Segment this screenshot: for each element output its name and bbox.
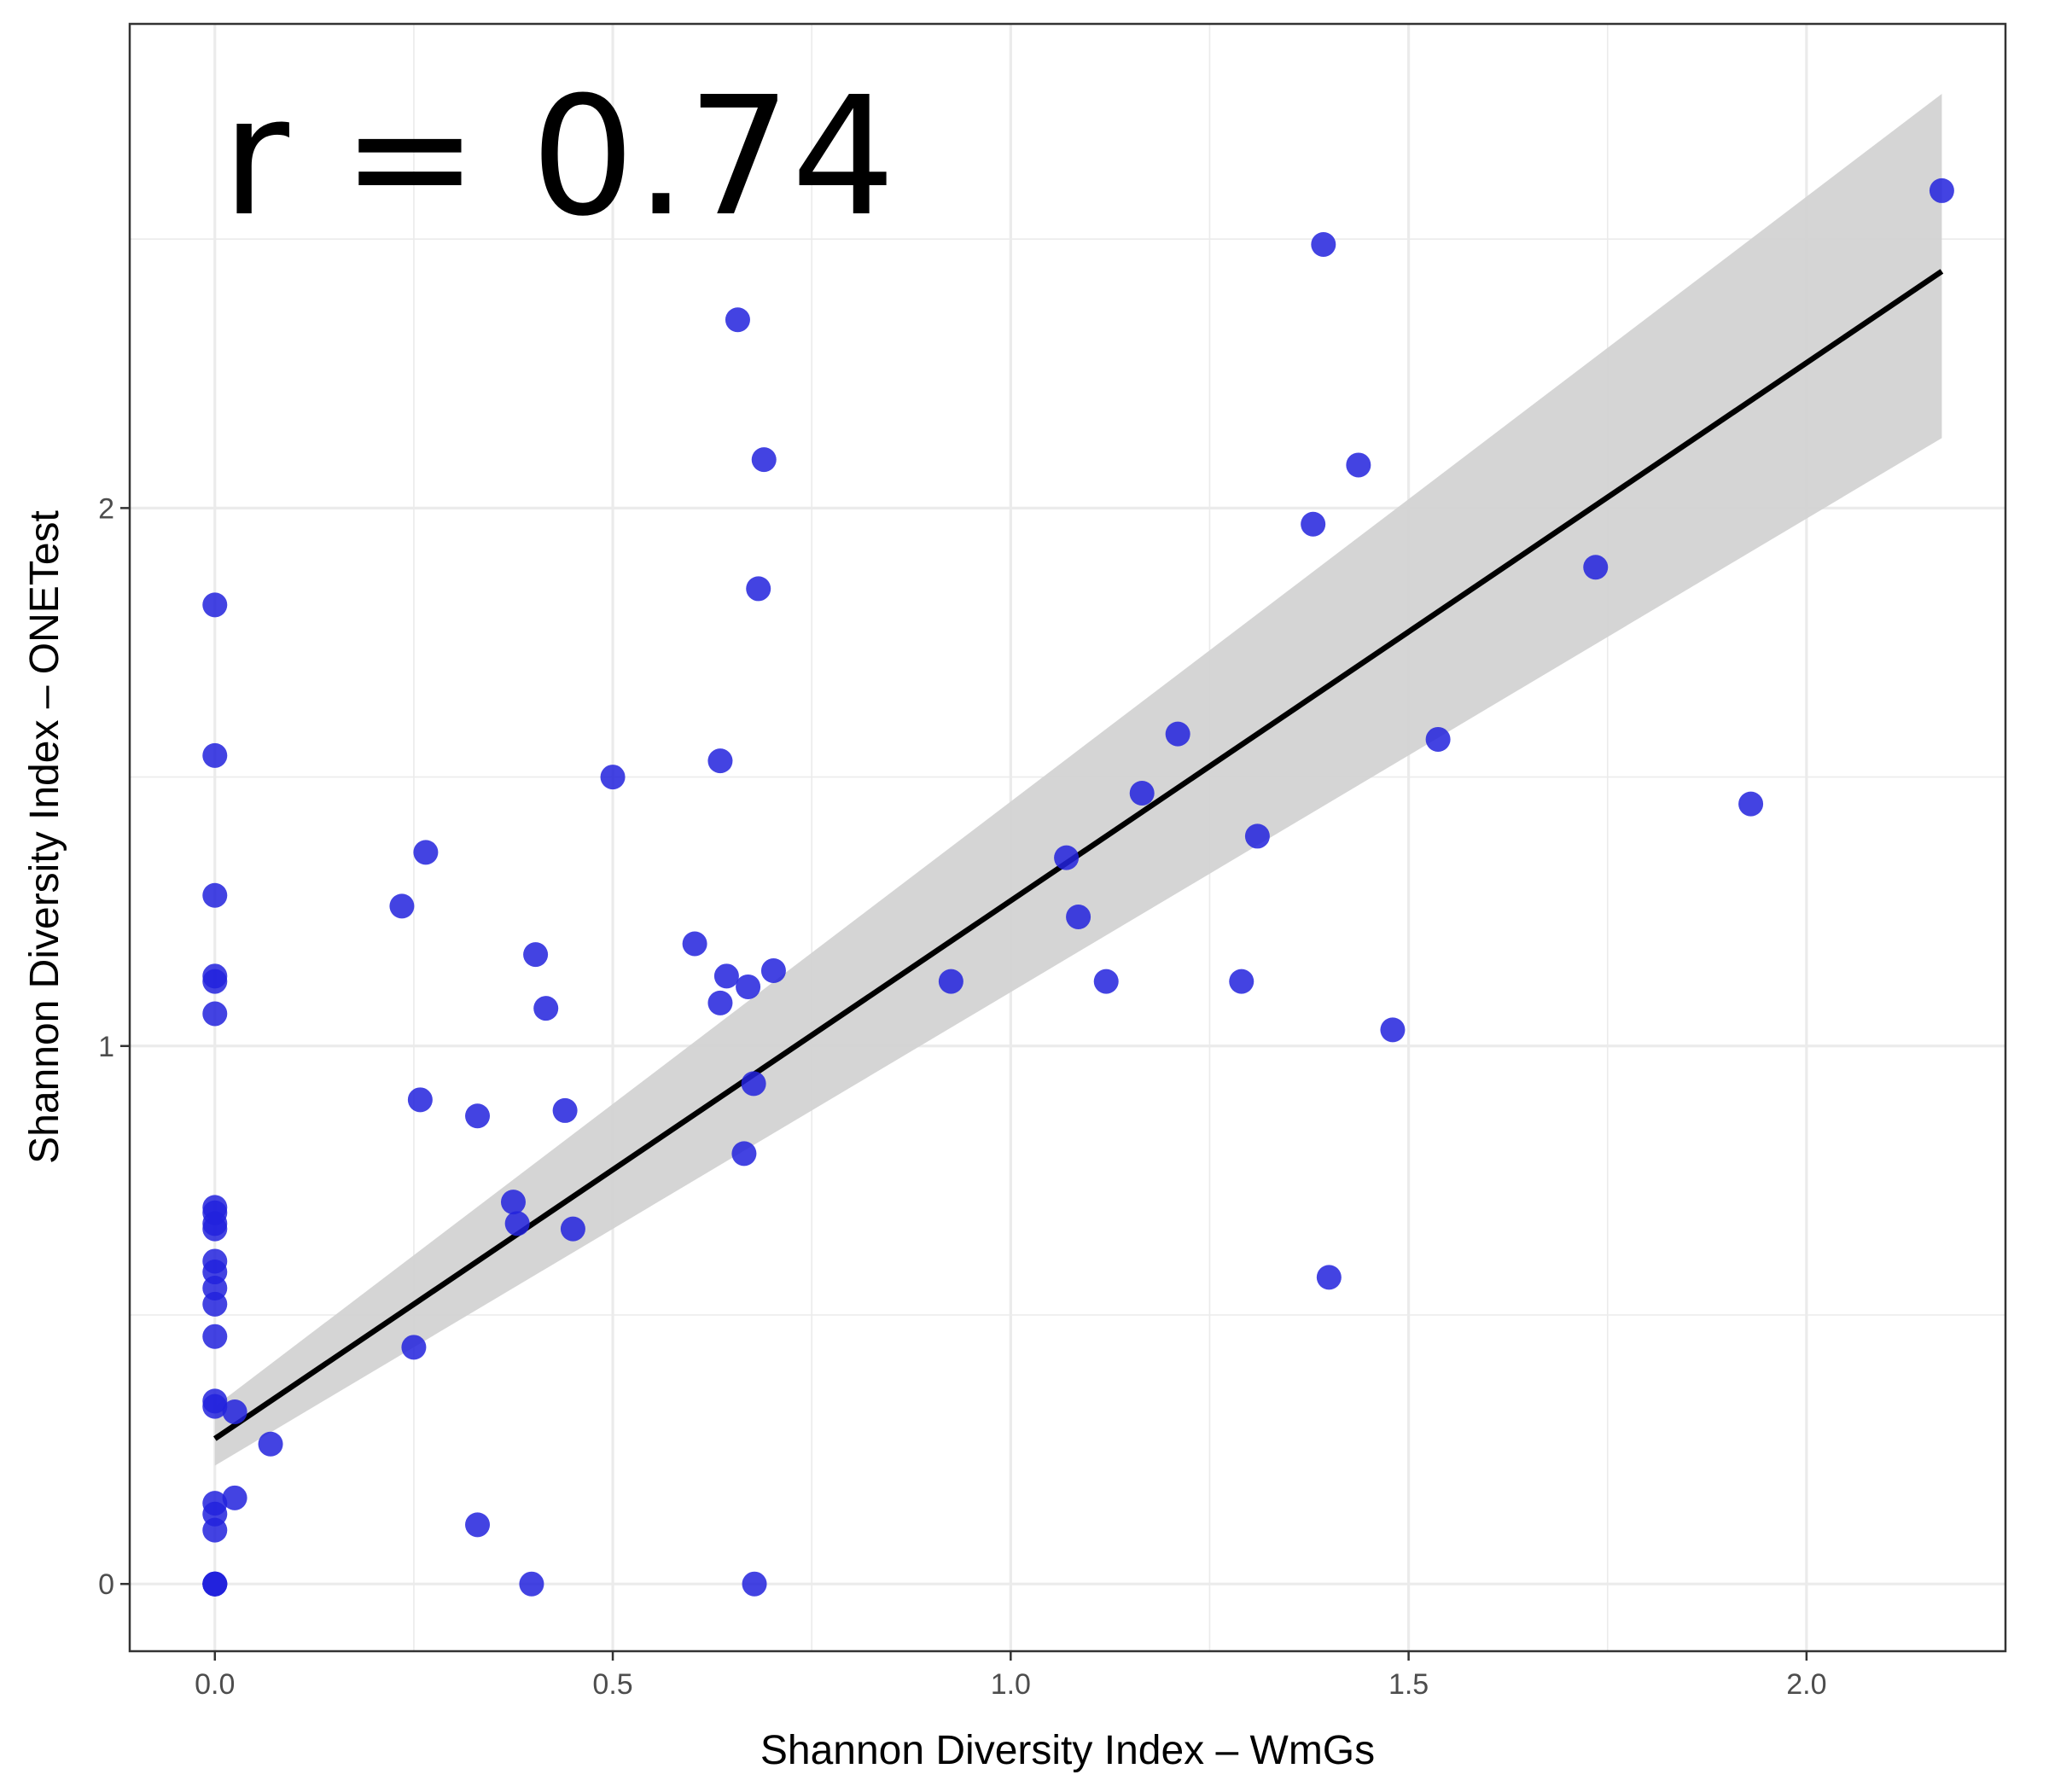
confidence-band-layer xyxy=(214,93,1942,1466)
y-tick-label: 0 xyxy=(98,1568,114,1601)
data-point xyxy=(1583,555,1609,580)
data-point xyxy=(1346,452,1371,478)
data-point xyxy=(202,1388,228,1414)
data-point xyxy=(202,1001,228,1027)
x-tick-label: 0.0 xyxy=(195,1668,235,1701)
data-point xyxy=(1093,969,1119,994)
data-point xyxy=(533,996,559,1021)
data-point xyxy=(500,1190,526,1215)
data-point xyxy=(519,1571,544,1597)
x-tick-label: 0.5 xyxy=(592,1668,632,1701)
data-point xyxy=(202,882,228,908)
data-point xyxy=(202,1248,228,1274)
data-point xyxy=(465,1512,491,1538)
data-point xyxy=(202,742,228,768)
data-point xyxy=(1165,721,1190,747)
data-point xyxy=(1229,969,1254,994)
data-point xyxy=(401,1335,427,1360)
confidence-band xyxy=(214,93,1942,1466)
data-point xyxy=(742,1571,767,1597)
data-point xyxy=(736,974,761,999)
data-point xyxy=(504,1211,530,1236)
data-point xyxy=(523,942,549,968)
data-point xyxy=(731,1141,757,1167)
data-point xyxy=(1129,780,1155,806)
y-tick-label: 2 xyxy=(98,492,114,525)
data-point xyxy=(202,963,228,989)
data-point xyxy=(258,1431,283,1457)
data-point xyxy=(407,1087,433,1113)
data-point xyxy=(1301,511,1326,537)
data-point xyxy=(938,969,963,994)
data-point xyxy=(389,893,415,919)
data-point xyxy=(1244,823,1270,849)
correlation-annotation: r = 0.74 xyxy=(222,62,895,253)
data-point xyxy=(1738,791,1764,817)
data-point xyxy=(202,1324,228,1349)
data-point xyxy=(413,840,439,865)
data-point xyxy=(1316,1265,1342,1290)
data-point xyxy=(202,1491,228,1516)
axes-layer: 0.0 0.5 1.0 1.5 2.0 0 1 2 xyxy=(98,492,1826,1701)
data-point xyxy=(1054,845,1080,870)
x-axis-title: Shannon Diversity Index – WmGs xyxy=(760,1728,1375,1773)
points-layer xyxy=(202,177,1954,1597)
data-point xyxy=(1311,231,1336,257)
data-point xyxy=(202,1571,228,1597)
y-axis-title: Shannon Diversity Index – ONETest xyxy=(22,510,67,1164)
data-point xyxy=(707,748,733,774)
panel-border xyxy=(128,22,2007,1653)
data-point xyxy=(725,307,750,333)
data-point xyxy=(552,1097,578,1123)
x-tick-label: 2.0 xyxy=(1786,1668,1826,1701)
data-point xyxy=(222,1485,247,1510)
data-point xyxy=(1066,904,1091,929)
data-point xyxy=(751,447,777,473)
data-point xyxy=(741,1071,766,1097)
data-point xyxy=(222,1399,247,1424)
data-point xyxy=(560,1216,585,1242)
data-point xyxy=(746,576,771,602)
x-tick-label: 1.0 xyxy=(991,1668,1031,1701)
data-point xyxy=(202,592,228,618)
data-point xyxy=(713,963,739,989)
data-point xyxy=(1929,177,1954,203)
data-point xyxy=(707,990,733,1015)
data-point xyxy=(1425,726,1451,752)
data-point xyxy=(1380,1017,1406,1043)
data-point xyxy=(465,1103,491,1129)
data-point xyxy=(202,1195,228,1220)
x-tick-label: 1.5 xyxy=(1388,1668,1429,1701)
y-tick-label: 1 xyxy=(98,1031,114,1063)
data-point xyxy=(682,931,707,957)
data-point xyxy=(760,958,786,984)
data-point xyxy=(600,765,626,790)
